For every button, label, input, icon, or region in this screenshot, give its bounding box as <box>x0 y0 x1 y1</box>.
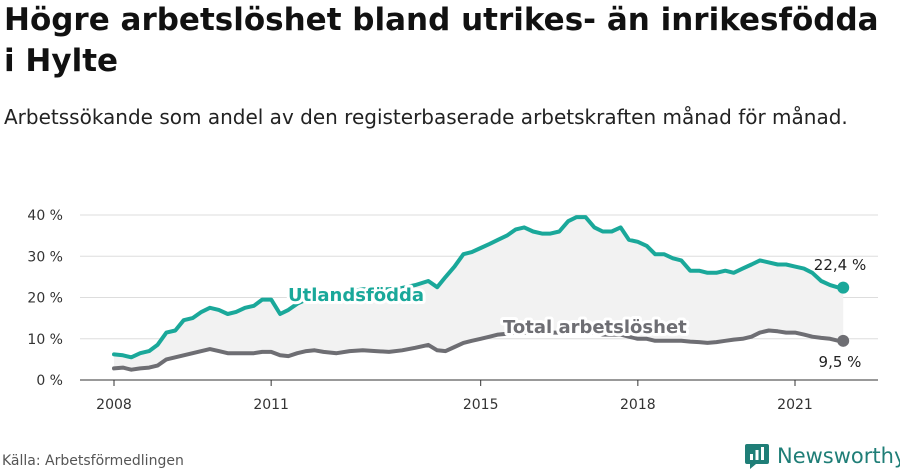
series-line-total <box>112 328 846 372</box>
chart-title: Högre arbetslöshet bland utrikes- än inr… <box>4 2 879 79</box>
gap-band <box>114 217 844 370</box>
y-tick-label: 0 % <box>36 373 63 389</box>
x-tick-label: 2018 <box>620 397 656 413</box>
axes: 0 % 10 % 20 % 30 % 40 % 2008 2011 2015 2018 2021 <box>27 208 878 413</box>
source-note: Källa: Arbetsförmedlingen <box>2 453 184 469</box>
end-marker-utlandsfodda <box>837 281 850 294</box>
series-label-utlandsfodda: Utlandsfödda <box>288 285 424 306</box>
end-value-total: 9,5 % <box>819 353 862 371</box>
series-label-total: Total arbetslöshet <box>503 317 687 338</box>
series-line-utlandsfodda <box>112 215 846 360</box>
y-tick-label: 20 % <box>27 291 63 307</box>
end-marker-total <box>837 334 850 347</box>
x-tick-label: 2015 <box>463 397 499 413</box>
y-tick-label: 30 % <box>27 249 63 265</box>
x-tick-label: 2011 <box>253 397 289 413</box>
end-value-utlandsfodda: 22,4 % <box>814 256 866 274</box>
brand-name: Newsworthy <box>777 444 900 468</box>
series-lines <box>112 215 850 372</box>
x-tick-label: 2008 <box>96 397 132 413</box>
gap-area <box>114 217 844 370</box>
x-tick-label: 2021 <box>777 397 813 413</box>
brand-logo: Newsworthy <box>744 440 900 472</box>
newsworthy-logo-icon <box>745 444 769 469</box>
y-tick-label: 10 % <box>27 332 63 348</box>
line-chart: 0 %10 %20 %30 %40 %2008 2011 2015 2018 2021 … <box>27 208 878 413</box>
series-labels: Utlandsfödda Total arbetslöshet 22,4 % 9,5 … <box>285 256 866 371</box>
chart-subtitle: Arbetssökande som andel av den registerb… <box>4 105 848 129</box>
y-tick-label: 40 % <box>27 208 63 224</box>
